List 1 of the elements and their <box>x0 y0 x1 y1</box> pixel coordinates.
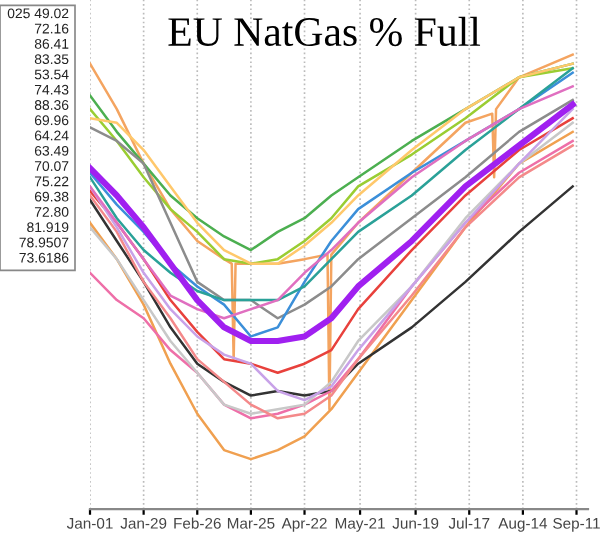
chart-title: EU NatGas % Full <box>168 16 481 47</box>
